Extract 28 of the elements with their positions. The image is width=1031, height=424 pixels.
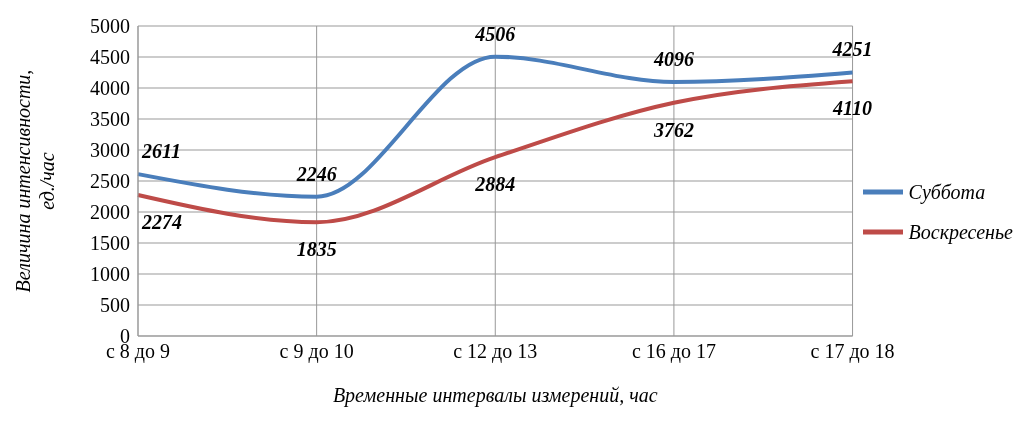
y-tick-label: 3000 (90, 139, 130, 162)
y-tick-label: 1000 (90, 263, 130, 286)
x-axis-title: Временные интервалы измерений, час (332, 384, 658, 407)
x-tick-label: с 12 до 13 (453, 340, 538, 364)
y-axis-title: Величина интенсивности, ед./час (12, 69, 58, 293)
legend-label: Воскресенье (908, 220, 1013, 244)
data-label: 4096 (652, 48, 694, 71)
y-tick-label: 2500 (90, 170, 130, 193)
x-tick-label: с 17 до 18 (810, 340, 895, 364)
data-label: 3762 (652, 118, 694, 141)
data-label: 2246 (295, 162, 337, 185)
y-tick-label: 2000 (90, 201, 130, 224)
y-tick-label: 500 (100, 294, 130, 317)
data-label: 4506 (474, 22, 516, 45)
x-tick-label: с 9 до 10 (279, 340, 354, 364)
y-tick-label: 5000 (90, 15, 130, 38)
y-tick-label: 1500 (90, 232, 130, 255)
data-label: 2274 (141, 211, 182, 234)
data-label: 2611 (141, 140, 181, 163)
y-tick-label: 4500 (90, 46, 130, 69)
x-tick-label: с 16 до 17 (631, 340, 716, 364)
data-label: 4251 (831, 38, 873, 61)
data-label: 1835 (296, 238, 337, 261)
data-label: 2884 (474, 173, 516, 196)
data-label: 4110 (832, 97, 872, 120)
y-tick-label: 4000 (90, 77, 130, 100)
y-tick-label: 3500 (90, 108, 130, 131)
legend-label: Суббота (908, 180, 986, 204)
